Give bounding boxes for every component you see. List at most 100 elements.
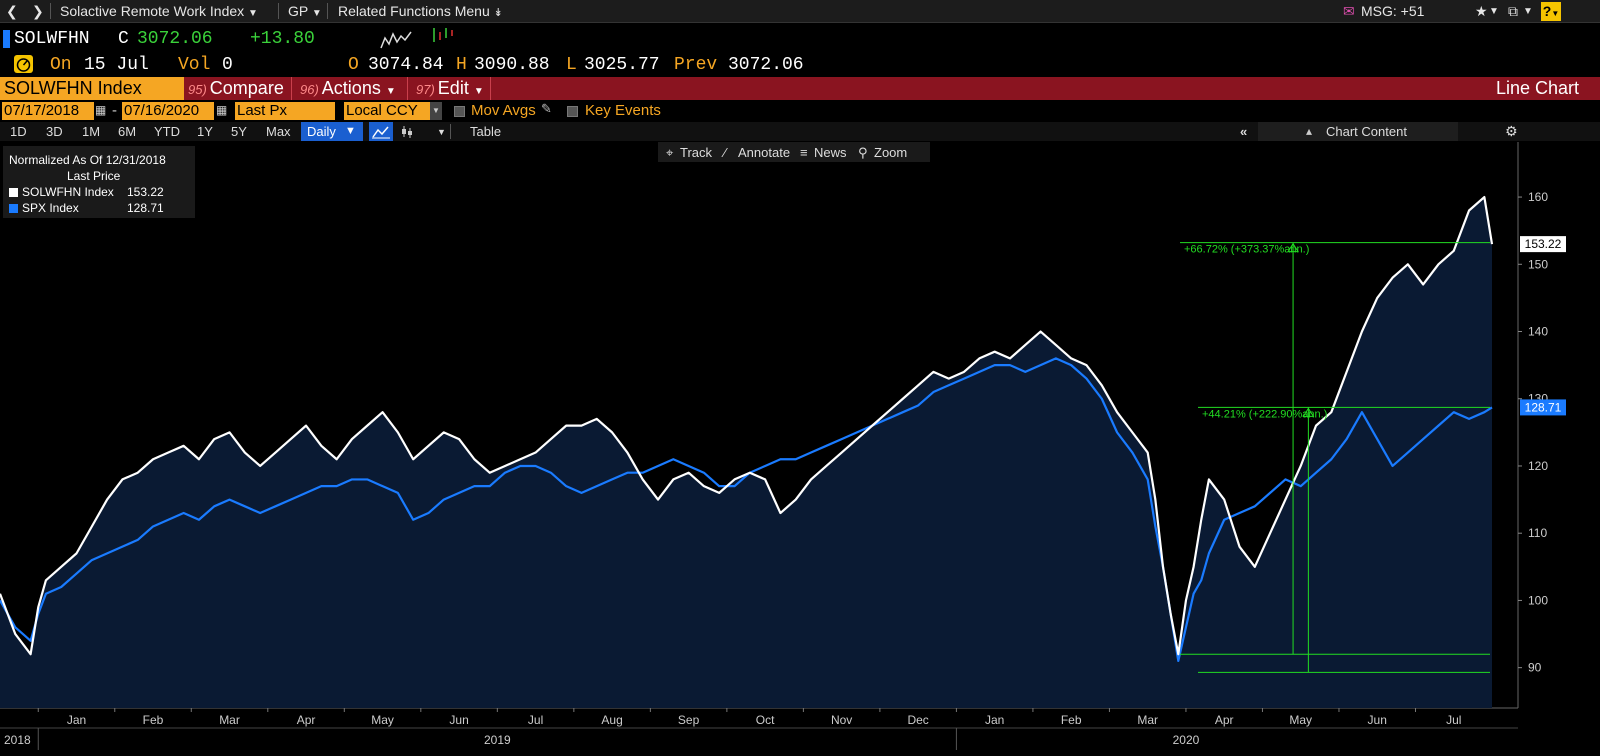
table-button[interactable]: Table: [470, 124, 502, 139]
edit-button[interactable]: 97) Edit ▼: [416, 77, 484, 100]
caret-down-icon: ▼: [473, 86, 484, 97]
divider: [450, 124, 451, 139]
low-value: 3025.77: [584, 55, 660, 75]
help-button[interactable]: ?▼: [1541, 2, 1561, 21]
gear-icon[interactable]: ⚙: [1505, 123, 1518, 139]
x-tick-label: Nov: [831, 713, 852, 727]
on-label: On: [50, 55, 72, 75]
volume-value: 0: [222, 55, 233, 75]
calendar-icon[interactable]: ▦: [95, 103, 107, 117]
y-tick-label: 120: [1528, 459, 1548, 473]
star-icon[interactable]: ★: [1475, 3, 1488, 19]
line-chart-icon[interactable]: [369, 122, 393, 141]
open-label: O: [348, 55, 359, 75]
x-tick-label: Oct: [756, 713, 775, 727]
caret-down-icon: ▼: [345, 125, 356, 137]
y-tick-label: 150: [1528, 257, 1548, 271]
y-tick-label: 110: [1528, 526, 1547, 540]
actions-button[interactable]: 96) Actions ▼: [300, 77, 396, 100]
chevron-left-icon[interactable]: ❮: [6, 3, 18, 19]
open-value: 3074.84: [368, 55, 444, 75]
caret-down-icon: ▼: [1489, 6, 1499, 17]
compare-number: 95): [188, 82, 207, 97]
x-tick-label: Feb: [1061, 713, 1082, 727]
volume-label: Vol: [178, 55, 211, 75]
close-label: C: [118, 29, 129, 49]
range-button-3d[interactable]: 3D: [46, 124, 63, 139]
legend-swatch: [9, 204, 18, 213]
calendar-icon[interactable]: ▦: [216, 103, 228, 117]
range-button-1y[interactable]: 1Y: [197, 124, 213, 139]
year-label: 2020: [1173, 733, 1200, 747]
pencil-icon[interactable]: ✎: [541, 101, 552, 116]
mov-avgs-label: Mov Avgs: [471, 102, 536, 119]
related-menu-label: Related Functions Menu: [338, 3, 490, 19]
divider: [278, 3, 279, 19]
key-events-checkbox[interactable]: [567, 106, 578, 117]
low-label: L: [566, 55, 577, 75]
annotation-arrow: [1302, 407, 1315, 417]
caret-down-icon[interactable]: ▼: [430, 102, 442, 120]
window-icon[interactable]: ⧉: [1508, 3, 1518, 19]
chart-type-label[interactable]: Line Chart: [1496, 78, 1580, 98]
range-button-1d[interactable]: 1D: [10, 124, 27, 139]
annotation-label: +44.21% (+222.90%ann.): [1202, 408, 1327, 420]
x-tick-label: Jun: [449, 713, 468, 727]
track-button[interactable]: Track: [680, 145, 713, 160]
legend-series-name: SOLWFHN Index: [22, 185, 114, 199]
x-tick-label: May: [1289, 713, 1312, 727]
last-price-tag-spx: 128.71: [1525, 400, 1562, 414]
chart-content-icon: ▴: [1306, 124, 1313, 138]
end-date-field[interactable]: 07/16/2020: [122, 102, 214, 120]
key-events-label: Key Events: [585, 102, 661, 119]
annotate-button[interactable]: Annotate: [738, 145, 791, 160]
period-dropdown[interactable]: Daily ▼: [301, 122, 363, 141]
high-value: 3090.88: [474, 55, 550, 75]
legend-entry-solwfhn[interactable]: SOLWFHN Index: [9, 185, 114, 199]
chart-tools-bar: ⌖ Track ∕ Annotate ≡ News ⚲ Zoom: [658, 142, 930, 162]
double-chevron-down-icon: ↡: [493, 7, 503, 19]
candle-icon[interactable]: [430, 26, 456, 44]
caret-down-icon: ▼: [385, 86, 396, 97]
related-functions-menu[interactable]: Related Functions Menu ↡: [338, 3, 503, 19]
x-tick-label: Jul: [528, 713, 543, 727]
range-button-1m[interactable]: 1M: [82, 124, 101, 139]
period-label: Daily: [307, 124, 336, 139]
divider: [50, 3, 51, 19]
divider: [407, 77, 408, 100]
currency-dropdown[interactable]: Local CCY: [344, 102, 430, 120]
gauge-icon[interactable]: [14, 55, 33, 73]
mov-avgs-checkbox[interactable]: [454, 106, 465, 117]
chevron-right-icon[interactable]: ❯: [32, 3, 44, 19]
price-field-dropdown[interactable]: Last Px: [235, 102, 335, 120]
range-button-5y[interactable]: 5Y: [231, 124, 247, 139]
legend-subtitle: Last Price: [67, 169, 121, 183]
x-tick-label: Mar: [219, 713, 240, 727]
bar-chart-icon[interactable]: [397, 122, 417, 141]
zoom-button[interactable]: Zoom: [874, 145, 908, 160]
gp-dropdown[interactable]: GP ▼: [288, 3, 322, 19]
series-line-spx: [0, 357, 1493, 663]
actions-number: 96): [300, 82, 319, 97]
sparkline-icon[interactable]: [380, 28, 412, 50]
start-date-field[interactable]: 07/17/2018: [2, 102, 94, 120]
quote-header: SOLWFHN C 3072.06 +13.80 On 15 Jul Vol 0…: [0, 24, 1600, 76]
security-field[interactable]: SOLWFHN Index: [0, 77, 184, 100]
legend-series-name: SPX Index: [22, 201, 79, 215]
news-button[interactable]: News: [814, 145, 847, 160]
range-button-ytd[interactable]: YTD: [154, 124, 180, 139]
x-tick-label: Aug: [601, 713, 622, 727]
msg-counter[interactable]: MSG: +51: [1361, 3, 1425, 19]
envelope-icon[interactable]: ✉: [1343, 3, 1355, 19]
range-button-max[interactable]: Max: [266, 124, 291, 139]
range-button-6m[interactable]: 6M: [118, 124, 137, 139]
chart-content-button[interactable]: ▴ Chart Content: [1258, 122, 1458, 141]
magnifier-icon: ⚲: [858, 145, 868, 160]
compare-button[interactable]: 95) Compare: [188, 77, 284, 100]
double-chevron-left-icon[interactable]: «: [1240, 124, 1248, 139]
legend-entry-spx[interactable]: SPX Index: [9, 201, 79, 215]
caret-down-icon[interactable]: ▼: [437, 127, 446, 137]
security-name-dropdown[interactable]: Solactive Remote Work Index ▼: [60, 3, 258, 19]
caret-down-icon: ▼: [248, 8, 258, 19]
